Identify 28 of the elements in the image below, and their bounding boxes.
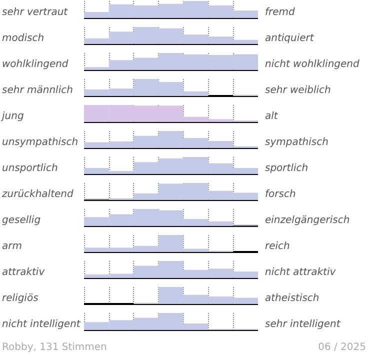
y2-axis-title: reich xyxy=(264,240,291,254)
text: Robby, 131 Stimmen xyxy=(2,342,107,353)
text: 06 / 2025 xyxy=(318,342,366,353)
y2-axis-title: alt xyxy=(264,110,279,124)
y2-axis-title: sympathisch xyxy=(264,136,330,150)
y2-axis-title: nicht wohlklingend xyxy=(264,58,360,72)
y2-axis-title: fremd xyxy=(264,6,296,20)
y-axis-title: arm xyxy=(1,240,23,254)
y2-axis-title: forsch xyxy=(264,188,297,202)
y-axis-title: jung xyxy=(0,110,25,124)
y-axis-title: sehr männlich xyxy=(1,84,74,98)
y-axis-title: religiös xyxy=(1,292,40,306)
y2-axis-title: einzelgängerisch xyxy=(264,214,351,228)
y2-axis-title: sportlich xyxy=(264,162,310,176)
y-axis-title: sehr vertraut xyxy=(1,6,69,20)
y2-axis-title: atheistisch xyxy=(264,292,320,306)
y2-axis-title: sehr weiblich xyxy=(264,84,332,98)
y2-axis-title: nicht attraktiv xyxy=(264,266,337,280)
y2-axis-title: antiquiert xyxy=(264,32,315,46)
y2-axis-title: sehr intelligent xyxy=(264,318,342,332)
y-axis-title: zurückhaltend xyxy=(1,188,74,202)
y-axis-title: gesellig xyxy=(1,214,42,228)
y-axis-title: unsympathisch xyxy=(1,136,80,150)
y-axis-title: nicht intelligent xyxy=(1,318,82,332)
y-axis-title: attraktiv xyxy=(1,266,46,280)
y-axis-title: wohlklingend xyxy=(1,58,70,72)
y-axis-title: unsportlich xyxy=(1,162,59,176)
y-axis-title: modisch xyxy=(1,32,46,46)
